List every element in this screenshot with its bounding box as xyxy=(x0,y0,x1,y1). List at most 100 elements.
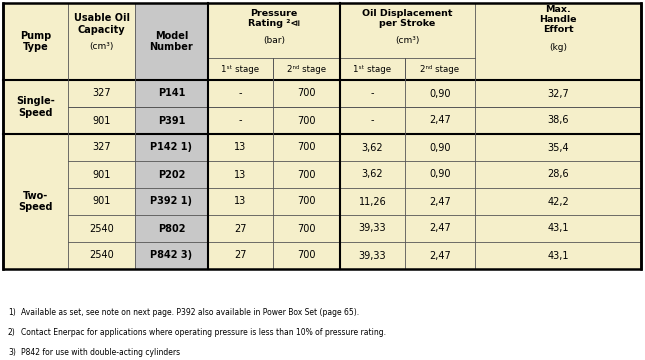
Bar xyxy=(3,3,641,269)
Bar xyxy=(475,215,641,242)
Text: 2540: 2540 xyxy=(89,251,114,261)
Text: -: - xyxy=(239,116,243,126)
Bar xyxy=(405,215,475,242)
Bar xyxy=(273,161,340,188)
Text: 2540: 2540 xyxy=(89,224,114,234)
Text: 0,90: 0,90 xyxy=(430,143,451,153)
Bar xyxy=(475,188,641,215)
Text: 43,1: 43,1 xyxy=(547,224,569,234)
Bar xyxy=(273,80,340,107)
Text: P392 1): P392 1) xyxy=(150,197,192,207)
Bar xyxy=(340,242,405,269)
Text: -: - xyxy=(371,89,374,99)
Text: 35,4: 35,4 xyxy=(547,143,569,153)
Text: 2,47: 2,47 xyxy=(429,224,451,234)
Text: 901: 901 xyxy=(92,116,111,126)
Text: 0,90: 0,90 xyxy=(430,89,451,99)
Text: 700: 700 xyxy=(297,251,316,261)
Bar xyxy=(135,3,208,80)
Text: 2,47: 2,47 xyxy=(429,251,451,261)
Text: 3,62: 3,62 xyxy=(362,143,383,153)
Text: 39,33: 39,33 xyxy=(359,224,386,234)
Text: 2,47: 2,47 xyxy=(429,116,451,126)
Bar xyxy=(208,242,273,269)
Bar xyxy=(273,242,340,269)
Bar xyxy=(405,242,475,269)
Bar xyxy=(340,107,405,134)
Bar xyxy=(273,134,340,161)
Bar xyxy=(3,134,68,161)
Bar xyxy=(3,242,68,269)
Text: 1): 1) xyxy=(8,308,15,317)
Text: -: - xyxy=(239,89,243,99)
Bar xyxy=(68,242,135,269)
Text: Two-
Speed: Two- Speed xyxy=(18,191,53,212)
Text: Available as set, see note on next page. P392 also available in Power Box Set (p: Available as set, see note on next page.… xyxy=(21,308,359,317)
Text: 2,47: 2,47 xyxy=(429,197,451,207)
Bar xyxy=(475,107,641,134)
Text: 700: 700 xyxy=(297,116,316,126)
Bar xyxy=(3,80,68,107)
Text: 38,6: 38,6 xyxy=(547,116,569,126)
Text: Model
Number: Model Number xyxy=(150,31,194,52)
Text: 2): 2) xyxy=(8,328,15,337)
Bar xyxy=(3,80,68,134)
Bar xyxy=(68,134,135,161)
Bar xyxy=(208,107,273,134)
Text: 1ˢᵗ stage: 1ˢᵗ stage xyxy=(353,64,392,73)
Text: 327: 327 xyxy=(92,89,111,99)
Bar xyxy=(340,80,405,107)
Bar xyxy=(273,188,340,215)
Text: Pump
Type: Pump Type xyxy=(20,31,51,52)
Bar xyxy=(3,161,68,188)
Text: P842 3): P842 3) xyxy=(150,251,193,261)
Bar xyxy=(475,161,641,188)
Bar xyxy=(68,161,135,188)
Text: P202: P202 xyxy=(158,170,185,180)
Bar xyxy=(135,134,208,161)
Bar xyxy=(475,242,641,269)
Bar xyxy=(68,107,135,134)
Bar xyxy=(3,188,68,215)
Bar xyxy=(135,188,208,215)
Text: 700: 700 xyxy=(297,224,316,234)
Text: Oil Displacement
per Stroke: Oil Displacement per Stroke xyxy=(362,9,453,28)
Text: 3): 3) xyxy=(8,348,16,357)
Text: (cm³): (cm³) xyxy=(395,36,420,45)
Bar xyxy=(405,188,475,215)
Text: 700: 700 xyxy=(297,89,316,99)
Text: P802: P802 xyxy=(158,224,185,234)
Bar xyxy=(3,134,68,269)
Bar xyxy=(475,3,641,80)
Bar xyxy=(135,161,208,188)
Bar xyxy=(340,215,405,242)
Text: Contact Enerpac for applications where operating pressure is less than 10% of pr: Contact Enerpac for applications where o… xyxy=(21,328,386,337)
Bar xyxy=(208,3,273,80)
Bar xyxy=(208,134,273,161)
Text: Usable Oil
Capacity: Usable Oil Capacity xyxy=(74,13,130,35)
Text: P842 for use with double-acting cylinders: P842 for use with double-acting cylinder… xyxy=(21,348,180,357)
Bar xyxy=(475,134,641,161)
Bar xyxy=(273,107,340,134)
Text: 13: 13 xyxy=(234,143,246,153)
Text: 901: 901 xyxy=(92,197,111,207)
Text: 13: 13 xyxy=(234,197,246,207)
Bar xyxy=(3,215,68,242)
Text: 28,6: 28,6 xyxy=(547,170,569,180)
Bar xyxy=(405,107,475,134)
Bar xyxy=(405,80,475,107)
Bar xyxy=(135,215,208,242)
Text: 42,2: 42,2 xyxy=(547,197,569,207)
Text: 43,1: 43,1 xyxy=(547,251,569,261)
Bar xyxy=(135,80,208,107)
Text: 27: 27 xyxy=(234,251,247,261)
Text: 0,90: 0,90 xyxy=(430,170,451,180)
Text: 13: 13 xyxy=(234,170,246,180)
Bar xyxy=(208,80,273,107)
Text: P391: P391 xyxy=(158,116,185,126)
Text: 327: 327 xyxy=(92,143,111,153)
Text: (kg): (kg) xyxy=(549,42,567,51)
Text: P141: P141 xyxy=(158,89,185,99)
Text: 39,33: 39,33 xyxy=(359,251,386,261)
Bar xyxy=(340,188,405,215)
